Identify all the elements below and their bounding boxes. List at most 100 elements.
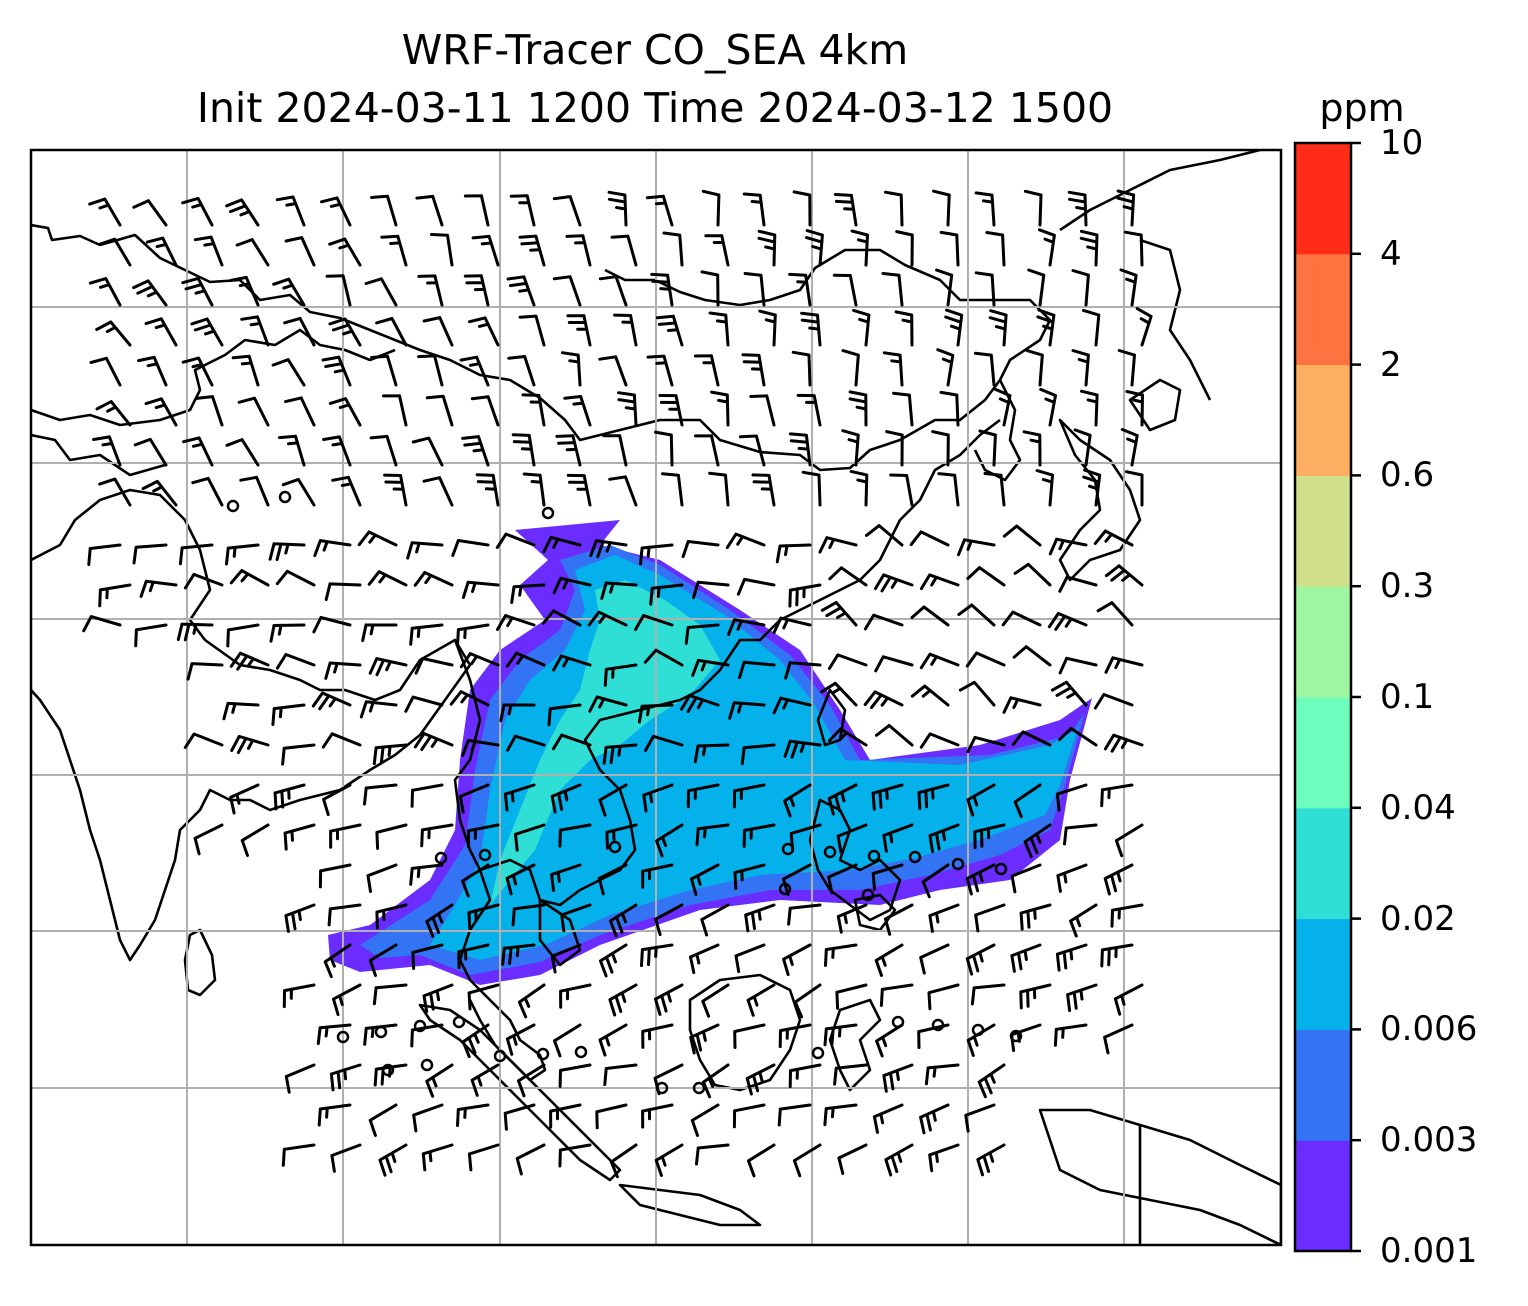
wind-barb (879, 983, 914, 1007)
wind-barb (1100, 943, 1134, 968)
colorbar-tick-label: 0.02 (1380, 898, 1456, 939)
wind-barb (467, 1143, 500, 1172)
wind-barb (361, 623, 398, 643)
wind-barb (653, 1063, 684, 1096)
wind-barb (284, 396, 316, 427)
wind-barb (1093, 529, 1134, 547)
wind-barb (231, 354, 260, 387)
wind-barb (871, 783, 904, 811)
wind-barb (1071, 349, 1090, 387)
wind-barb (602, 434, 628, 467)
wind-barb (281, 1143, 316, 1167)
wind-barb (425, 394, 454, 427)
wind-barb (411, 943, 444, 970)
wind-barb (273, 783, 306, 811)
colorbar-segment (1295, 697, 1351, 809)
calm-wind-marker (811, 1046, 825, 1060)
wind-barb (608, 983, 638, 1017)
wind-barb (1056, 863, 1088, 893)
wind-barb (1047, 612, 1088, 631)
wind-barb (597, 863, 628, 896)
wind-barb (468, 316, 500, 347)
wind-barb (359, 700, 398, 719)
wind-barb (89, 356, 122, 387)
calm-wind-marker (951, 857, 965, 871)
wind-barb (132, 199, 168, 227)
wind-barb (552, 275, 582, 307)
wind-barb (603, 663, 638, 687)
wind-barb (661, 472, 684, 507)
wind-barb (1063, 823, 1098, 846)
wind-barb (928, 903, 960, 933)
wind-barb (457, 943, 490, 970)
wind-barb (312, 616, 352, 634)
wind-barb (183, 732, 224, 749)
wind-barb (966, 783, 996, 817)
wind-barb (368, 943, 398, 977)
colorbar-segment (1295, 364, 1351, 476)
wind-barb (517, 983, 546, 1019)
wind-barb (566, 314, 592, 347)
calm-wind-marker (861, 888, 875, 902)
wind-barb (322, 435, 352, 467)
wind-barb (881, 272, 904, 307)
wind-barb (410, 783, 444, 808)
wind-barb (375, 823, 408, 850)
calm-wind-marker (413, 1019, 427, 1033)
colorbar-segment (1295, 918, 1351, 1030)
wind-barb (503, 1103, 536, 1131)
wind-barb (229, 651, 270, 671)
wind-barb (330, 1143, 362, 1173)
wind-barb (1010, 943, 1042, 973)
wind-barb (738, 660, 776, 680)
calm-wind-marker (493, 1049, 507, 1063)
wind-barb (725, 532, 766, 550)
wind-barb (87, 543, 122, 566)
wind-barb (372, 983, 408, 1006)
wind-barb (1123, 230, 1144, 267)
calm-wind-marker (778, 882, 792, 896)
wind-barb (882, 823, 914, 853)
wind-barb (751, 473, 776, 507)
wind-barb (944, 308, 964, 347)
wind-barb (919, 652, 960, 670)
map-title-line1: WRF-Tracer CO_SEA 4km (401, 26, 909, 74)
wind-barb (788, 583, 822, 608)
wind-barb (772, 696, 812, 715)
wind-barb (701, 189, 721, 227)
wind-barb (607, 190, 628, 227)
wind-barb (547, 703, 582, 727)
map-frame (29, 148, 1283, 1247)
colorbar-segment (1295, 586, 1351, 698)
wind-barb (645, 194, 674, 227)
wind-barb (598, 275, 628, 307)
wind-barb (693, 354, 720, 387)
colorbar-segment (1295, 807, 1351, 920)
wind-barb (98, 477, 132, 507)
wind-barb (382, 394, 408, 427)
wind-barb (145, 236, 178, 267)
wind-barb (836, 903, 868, 934)
wind-barb (137, 355, 168, 387)
wind-barb (617, 391, 638, 427)
wind-barb (603, 1063, 638, 1086)
wind-barb (275, 569, 316, 587)
wind-barb (927, 983, 960, 1011)
wind-barb (380, 234, 408, 267)
wind-barb (466, 823, 500, 849)
wind-barb (552, 195, 582, 227)
wind-barb (268, 542, 306, 561)
wind-barb (563, 395, 592, 427)
wind-barb (1103, 863, 1134, 896)
colorbar-tick-label: 0.003 (1380, 1120, 1478, 1161)
wind-barb (1104, 656, 1144, 674)
wind-barb (372, 743, 408, 766)
wind-barb (919, 1103, 950, 1135)
wind-barb (283, 823, 316, 851)
wind-barb (588, 695, 628, 713)
wind-barb (284, 1063, 316, 1094)
wind-barb (368, 1103, 398, 1137)
wind-barb (732, 1103, 766, 1129)
wind-barb (884, 190, 904, 227)
wind-barb (964, 1103, 996, 1133)
